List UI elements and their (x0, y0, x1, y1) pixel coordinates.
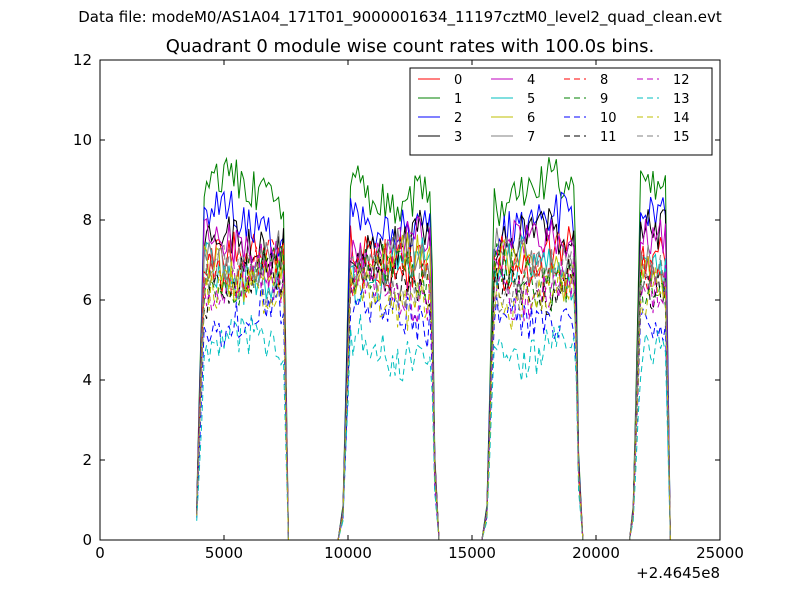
series-line-12 (196, 252, 674, 540)
legend-label-8: 8 (600, 73, 608, 88)
legend-label-2: 2 (454, 111, 462, 126)
series-line-10 (196, 282, 674, 540)
y-tick-label: 2 (82, 451, 92, 469)
legend-label-9: 9 (600, 92, 608, 107)
legend-label-4: 4 (527, 73, 535, 88)
x-tick-label: 15000 (448, 544, 496, 562)
legend-box (409, 67, 713, 156)
chart-title: Quadrant 0 module wise count rates with … (165, 36, 655, 57)
legend-label-5: 5 (527, 92, 535, 107)
y-tick-label: 4 (82, 371, 92, 389)
y-tick-label: 6 (82, 291, 92, 309)
legend-label-3: 3 (454, 130, 462, 145)
y-tick-label: 10 (73, 131, 92, 149)
series-line-15 (196, 244, 674, 540)
y-tick-label: 0 (82, 531, 92, 549)
figure-suptitle: Data file: modeM0/AS1A04_171T01_90000016… (78, 8, 722, 26)
x-tick-label: 20000 (572, 544, 620, 562)
series-line-13 (196, 314, 674, 540)
legend-label-7: 7 (527, 130, 535, 145)
y-tick-label: 12 (73, 51, 92, 69)
x-tick-label: 10000 (324, 544, 372, 562)
series-line-0 (196, 225, 674, 540)
x-offset-label: +2.4645e8 (636, 564, 720, 582)
series-line-3 (196, 208, 674, 540)
legend-label-13: 13 (673, 92, 690, 107)
x-tick-label: 5000 (205, 544, 243, 562)
y-tick-label: 8 (82, 211, 92, 229)
x-tick-label: 25000 (696, 544, 744, 562)
legend-label-1: 1 (454, 92, 462, 107)
legend-label-10: 10 (600, 111, 617, 126)
x-tick-label: 0 (95, 544, 105, 562)
legend-label-12: 12 (673, 73, 690, 88)
series-line-1 (196, 156, 674, 540)
legend-label-6: 6 (527, 111, 535, 126)
legend-label-15: 15 (673, 130, 690, 145)
legend-label-0: 0 (454, 73, 462, 88)
legend-label-11: 11 (600, 130, 617, 145)
series-lines (196, 156, 674, 540)
legend-label-14: 14 (673, 111, 690, 126)
